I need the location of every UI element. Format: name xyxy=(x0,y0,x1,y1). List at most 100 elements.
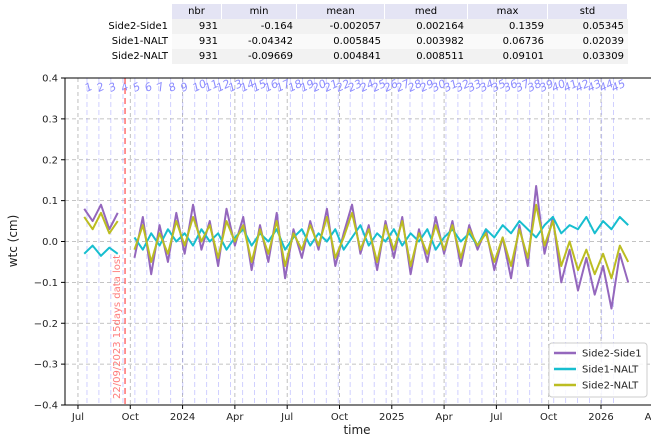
column-header: nbr xyxy=(172,4,222,19)
series-line xyxy=(83,203,630,280)
table-cell: -0.002057 xyxy=(297,19,385,34)
y-tick-label: 0.2 xyxy=(42,155,58,166)
cycle-label: 6 xyxy=(143,80,155,95)
table-cell: 0.02039 xyxy=(548,34,628,49)
y-tick-label: −0.3 xyxy=(34,360,58,371)
table-cell: 0.09101 xyxy=(468,49,548,64)
y-tick-label: 0.3 xyxy=(42,114,58,125)
cycle-label: 30 xyxy=(430,77,448,95)
x-axis-label: time xyxy=(343,423,370,437)
cycle-label: 2 xyxy=(95,80,107,95)
cycle-label: 38 xyxy=(525,77,543,95)
cycle-label: 44 xyxy=(597,77,615,95)
x-tick-label: Jul xyxy=(489,412,502,423)
cycle-label: 28 xyxy=(406,77,424,95)
cycle-label: 11 xyxy=(202,77,220,95)
cycle-label: 3 xyxy=(107,80,119,95)
table-row: Side1-NALT 931 -0.04342 0.005845 0.003982 0.0… xyxy=(65,34,628,49)
y-tick-label: 0.4 xyxy=(42,74,58,85)
x-tick-label: Apr xyxy=(645,412,651,423)
legend-label: Side1-NALT xyxy=(582,365,639,376)
column-header: min xyxy=(222,4,297,19)
cycle-label: 8 xyxy=(166,80,178,95)
legend-box xyxy=(548,342,648,398)
cycle-label: 32 xyxy=(454,77,472,95)
cycle-label: 34 xyxy=(478,77,496,95)
row-label: Side2-Side1 xyxy=(65,19,172,34)
legend-label: Side2-Side1 xyxy=(582,349,642,360)
x-tick-label: Apr xyxy=(226,412,244,423)
table-row: Side2-NALT 931 -0.09669 0.004841 0.008511 0.0… xyxy=(65,49,628,64)
table-cell: 0.002164 xyxy=(385,19,468,34)
cycle-label: 39 xyxy=(538,77,556,95)
y-tick-label: −0.2 xyxy=(34,319,58,330)
table-cell: 0.005845 xyxy=(297,34,385,49)
cycle-label: 9 xyxy=(179,80,191,95)
cycle-label: 12 xyxy=(214,77,232,95)
column-header: mean xyxy=(297,4,385,19)
cycle-label: 4 xyxy=(119,80,131,95)
x-tick-label: 2025 xyxy=(379,412,404,423)
plot-frame xyxy=(64,77,651,406)
cycle-label: 15 xyxy=(250,77,268,95)
cycle-label: 16 xyxy=(262,77,280,95)
annotation-text: 22/09/2023 15days data lost xyxy=(112,255,123,399)
cycle-label: 21 xyxy=(322,77,340,95)
cycle-label: 41 xyxy=(561,77,579,95)
cycle-label: 27 xyxy=(394,77,412,95)
cycle-label: 1 xyxy=(83,80,95,95)
y-axis-label: wtc (cm) xyxy=(6,215,20,268)
table-cell: 0.06736 xyxy=(468,34,548,49)
cycle-label: 18 xyxy=(286,77,304,95)
cycle-label: 10 xyxy=(190,77,208,95)
cycle-label: 20 xyxy=(310,77,328,95)
table-cell: 931 xyxy=(172,34,222,49)
x-tick-label: Jul xyxy=(71,412,84,423)
x-tick-label: Apr xyxy=(435,412,453,423)
x-tick-label: Oct xyxy=(540,412,557,423)
table-row: Side2-Side1 931 -0.164 -0.002057 0.002164 0.1… xyxy=(65,19,628,34)
x-tick-label: 2026 xyxy=(588,412,613,423)
corner xyxy=(65,4,172,19)
cycle-label: 17 xyxy=(274,77,292,95)
cycle-label: 5 xyxy=(131,80,143,95)
table-cell: -0.164 xyxy=(222,19,297,34)
row-label: Side1-NALT xyxy=(65,34,172,49)
cycle-label: 24 xyxy=(358,77,376,95)
cycle-label: 43 xyxy=(585,77,603,95)
y-tick-label: −0.4 xyxy=(34,401,58,412)
column-header: max xyxy=(468,4,548,19)
cycle-label: 42 xyxy=(573,77,591,95)
table-header: nbr min mean med max std xyxy=(65,4,628,19)
cycle-label: 23 xyxy=(346,77,364,95)
cycle-label: 33 xyxy=(466,77,484,95)
column-header: std xyxy=(548,4,628,19)
cycle-label: 26 xyxy=(382,77,400,95)
x-tick-label: Jul xyxy=(280,412,293,423)
x-tick-label: Oct xyxy=(331,412,348,423)
cycle-label: 14 xyxy=(238,77,256,95)
table-cell: 0.003982 xyxy=(385,34,468,49)
cycle-label: 45 xyxy=(609,77,627,95)
cycle-label: 37 xyxy=(514,77,532,95)
cycle-label: 25 xyxy=(370,77,388,95)
table-cell: 0.1359 xyxy=(468,19,548,34)
series-line xyxy=(83,215,629,257)
legend-label: Side2-NALT xyxy=(582,381,639,392)
table-cell: -0.04342 xyxy=(222,34,297,49)
y-tick-label: 0.1 xyxy=(42,196,58,207)
column-header: med xyxy=(385,4,468,19)
y-tick-label: 0.0 xyxy=(42,237,58,248)
cycle-label: 31 xyxy=(442,77,460,95)
table-cell: 931 xyxy=(172,19,222,34)
cycle-label: 7 xyxy=(155,80,167,95)
cycle-label: 36 xyxy=(502,77,520,95)
table-cell: 0.05345 xyxy=(548,19,628,34)
table-cell: 931 xyxy=(172,49,222,64)
cycle-label: 22 xyxy=(334,77,352,95)
cycle-label: 29 xyxy=(418,77,436,95)
row-label: Side2-NALT xyxy=(65,49,172,64)
cycle-label: 35 xyxy=(490,77,508,95)
x-tick-label: Oct xyxy=(122,412,139,423)
